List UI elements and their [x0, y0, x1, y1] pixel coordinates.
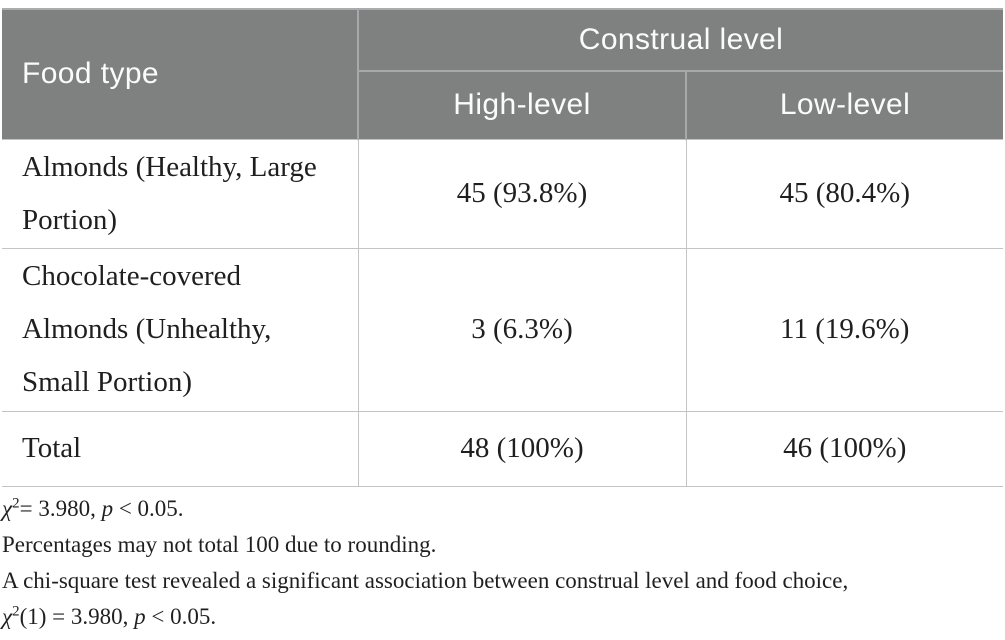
footnote-chi-square-description: A chi-square test revealed a significant… [2, 568, 849, 593]
header-high-level: High-level [358, 71, 687, 139]
row-label-line: Portion) [22, 203, 118, 236]
footnote-text: < 0.05. [113, 496, 184, 521]
table-row-total: Total 48 (100%) 46 (100%) [2, 410, 1003, 486]
footnote-text: = 3.980, [19, 496, 102, 521]
row-label-line: Almonds (Unhealthy, [22, 313, 272, 345]
row-label-line: Almonds (Healthy, Large [22, 150, 317, 183]
footnote-chi-square-statistic: χ2(1) = 3.980, p < 0.05. [2, 599, 1003, 635]
construal-level-results-table: Food type Construal level High-level Low… [2, 8, 1003, 487]
cell-total-high: 48 (100%) [357, 410, 686, 486]
superscript-2: 2 [12, 495, 20, 512]
footnote-rounding: Percentages may not total 100 due to rou… [2, 532, 437, 557]
row-label-almonds: Almonds (Healthy, Large Portion) [2, 138, 358, 248]
table-header: Food type Construal level High-level Low… [2, 9, 1003, 139]
cell-chocolate-high: 3 (6.3%) [357, 247, 686, 411]
superscript-2: 2 [12, 603, 20, 620]
table-body: Almonds (Healthy, Large Portion) 45 (93.… [2, 138, 1003, 486]
table-footnotes: χ2= 3.980, p < 0.05. Percentages may not… [2, 491, 1003, 635]
row-label-total: Total [2, 410, 358, 486]
header-food-type: Food type [2, 9, 359, 139]
cell-almonds-low: 45 (80.4%) [685, 138, 1003, 248]
p-symbol: p [101, 496, 114, 521]
table-row-almonds: Almonds (Healthy, Large Portion) 45 (93.… [2, 138, 1003, 248]
footnote-chi-square: χ2= 3.980, p < 0.05. [2, 491, 1003, 527]
header-construal-level: Construal level [358, 9, 1003, 72]
row-label-line: Small Portion) [22, 366, 192, 398]
row-label-line: Total [22, 432, 82, 464]
cell-total-low: 46 (100%) [685, 410, 1003, 486]
row-label-line: Chocolate-covered [22, 260, 242, 292]
footnote-text: (1) = 3.980, [19, 604, 135, 629]
cell-chocolate-low: 11 (19.6%) [685, 247, 1003, 411]
footnote-text: < 0.05. [145, 604, 217, 629]
chi-symbol: χ [2, 496, 13, 521]
header-low-level: Low-level [686, 71, 1003, 139]
chi-symbol: χ [2, 604, 13, 629]
row-label-chocolate-almonds: Chocolate-covered Almonds (Unhealthy, Sm… [2, 247, 358, 411]
p-symbol: p [134, 604, 146, 629]
cell-almonds-high: 45 (93.8%) [357, 138, 686, 248]
table-row-chocolate-almonds: Chocolate-covered Almonds (Unhealthy, Sm… [2, 247, 1003, 411]
